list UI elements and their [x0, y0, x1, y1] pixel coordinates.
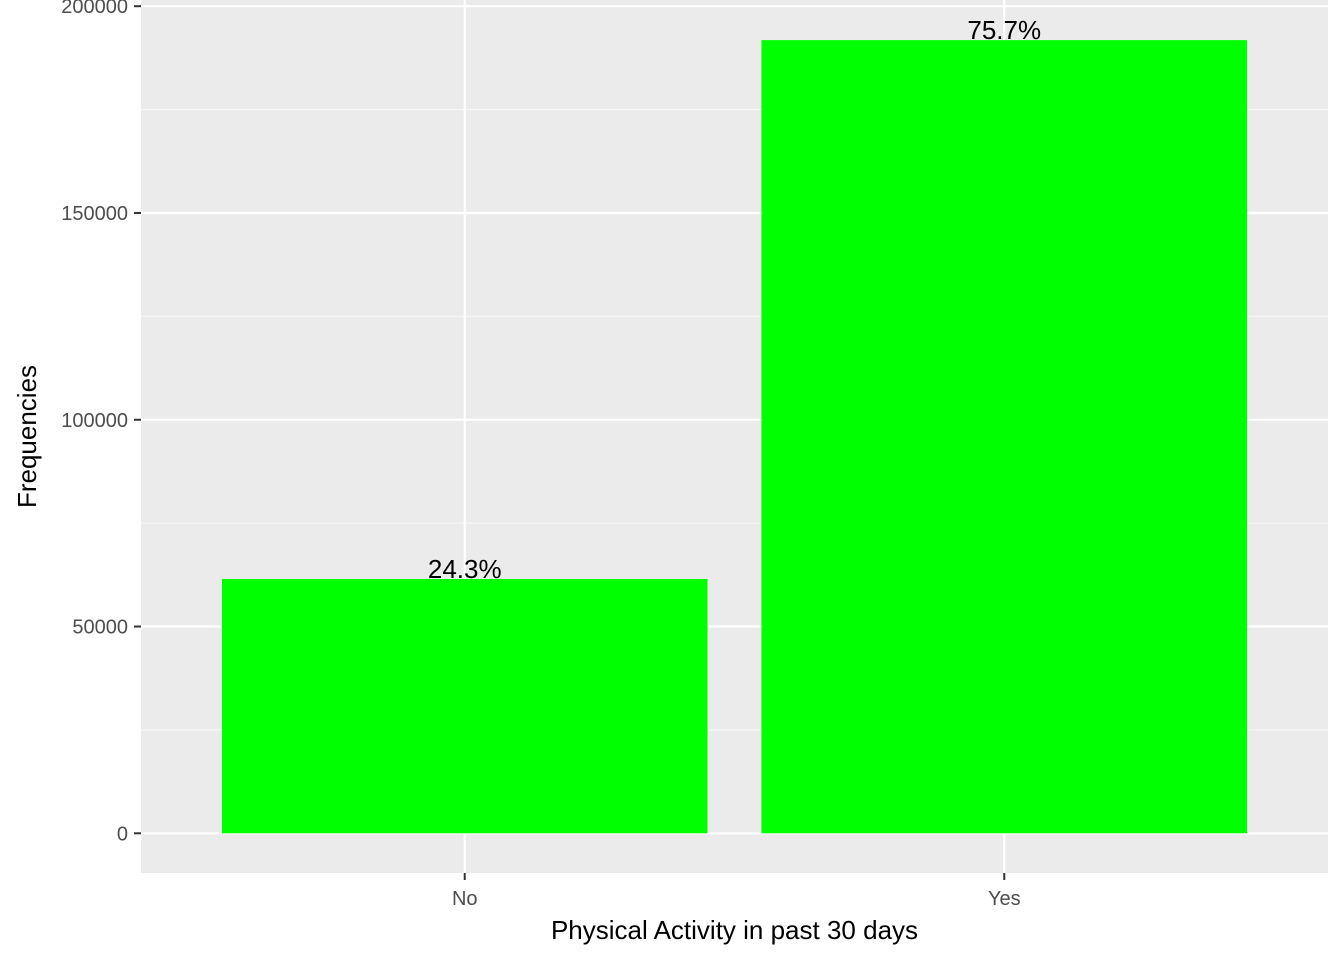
data-labels: 24.3% 75.7% — [428, 15, 1041, 584]
y-tick-label: 100000 — [61, 410, 128, 432]
y-axis: 0 50000 100000 150000 200000 — [61, 0, 141, 845]
y-tick-label: 150000 — [61, 203, 128, 225]
x-axis: No Yes — [452, 873, 1021, 910]
y-axis-title: Frequencies — [12, 365, 42, 508]
y-tick-label: 200000 — [61, 0, 128, 18]
y-tick-label: 50000 — [72, 617, 128, 639]
bar-yes — [761, 40, 1248, 834]
x-axis-title: Physical Activity in past 30 days — [551, 915, 918, 945]
x-tick-label: Yes — [988, 888, 1021, 910]
data-label-yes: 75.7% — [967, 15, 1041, 45]
x-tick-label: No — [452, 888, 478, 910]
bars — [221, 40, 1248, 834]
y-tick-label: 0 — [117, 823, 128, 845]
bar-no — [221, 578, 708, 834]
data-label-no: 24.3% — [428, 554, 502, 584]
